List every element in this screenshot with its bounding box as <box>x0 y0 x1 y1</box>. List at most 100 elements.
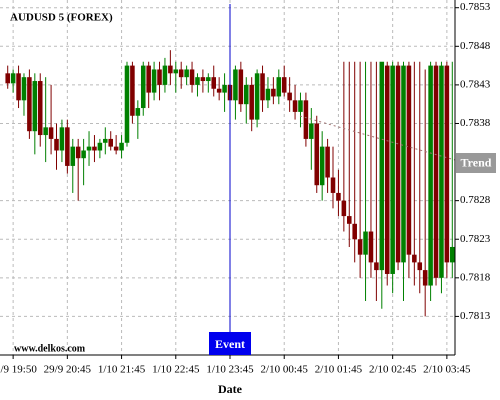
candle-body <box>433 65 439 278</box>
event-label: Event <box>215 337 245 351</box>
candle-body <box>168 65 173 74</box>
candle-body <box>243 84 249 105</box>
candle-body <box>113 146 119 151</box>
candle-body <box>292 100 298 112</box>
candle-body <box>21 77 27 101</box>
candle-body <box>65 127 70 166</box>
candle-body <box>184 69 189 78</box>
candle-body <box>108 138 113 147</box>
candle-body <box>422 270 428 286</box>
candle-body <box>151 69 157 93</box>
y-tick-label: 0.7853 <box>460 1 491 13</box>
candle-body <box>336 192 341 201</box>
candle-body <box>216 88 222 93</box>
candle-body <box>330 177 336 193</box>
x-tick-label: 29/9 20:45 <box>44 364 92 376</box>
candle-body <box>309 123 314 139</box>
trend-label: Trend <box>461 155 492 169</box>
x-tick-label: 1/10 22:45 <box>152 364 200 376</box>
candle-body <box>119 142 124 151</box>
candle-body <box>48 127 54 139</box>
grid <box>0 0 455 355</box>
candle-body <box>206 77 211 82</box>
candle-body <box>341 200 347 217</box>
candle-body <box>395 65 401 263</box>
candle-body <box>352 223 357 240</box>
candle-body <box>238 69 244 105</box>
candle-body <box>233 69 238 101</box>
plot <box>5 50 455 317</box>
candle-body <box>189 69 195 85</box>
candle-body <box>32 81 38 132</box>
candle-body <box>363 231 368 255</box>
candle-body <box>254 73 260 120</box>
y-tick-label: 0.7838 <box>460 117 491 129</box>
candle-body <box>412 254 417 263</box>
candle-body <box>81 150 86 159</box>
candle-body <box>59 127 65 151</box>
x-axis-title: Date <box>218 382 243 396</box>
candle-body <box>92 146 97 151</box>
candle-body <box>325 146 330 178</box>
candle-body <box>162 65 168 85</box>
candle-body <box>428 65 433 286</box>
candle-body <box>103 138 108 143</box>
x-tick-label: 2/10 02:45 <box>369 364 417 376</box>
candle-body <box>27 77 32 132</box>
candle-body <box>222 84 227 93</box>
y-tick-label: 0.7843 <box>460 78 491 90</box>
candle-body <box>5 73 10 84</box>
y-tick-label: 0.7848 <box>460 40 491 52</box>
candle-body <box>374 262 379 271</box>
candle-body <box>444 65 450 263</box>
candle-body <box>439 65 444 278</box>
x-tick-label: 2/10 03:45 <box>423 364 471 376</box>
candle-body <box>276 77 282 97</box>
candle-body <box>384 65 390 274</box>
candle-body <box>178 69 184 78</box>
candle-body <box>135 108 141 116</box>
candle-body <box>37 81 43 136</box>
candle-body <box>16 73 21 101</box>
candle-body <box>211 77 217 89</box>
candle-body <box>271 88 276 97</box>
candle-body <box>130 65 135 116</box>
chart-title: AUDUSD 5 (FOREX) <box>10 12 113 24</box>
candle-body <box>86 146 92 151</box>
x-tick-label: 1/10 23:45 <box>206 364 254 376</box>
candle-body <box>43 127 48 136</box>
candle-body <box>249 84 254 120</box>
trend-line <box>299 115 456 161</box>
candle-body <box>265 88 271 101</box>
candle-body <box>298 100 303 112</box>
candle-body <box>417 262 423 271</box>
candle-body <box>357 239 363 255</box>
trend-box <box>456 153 496 173</box>
candle-body <box>157 69 162 85</box>
candle-body <box>401 65 406 263</box>
candle-body <box>75 146 81 159</box>
candle-body <box>10 73 16 84</box>
candle-body <box>319 146 325 186</box>
candle-body <box>97 142 103 151</box>
candle-body <box>450 246 455 263</box>
candle-body <box>287 92 292 101</box>
y-tick-label: 0.7823 <box>460 233 491 245</box>
y-tick-label: 0.7818 <box>460 271 491 283</box>
candle-body <box>368 231 374 263</box>
x-tick-label: 1/10 21:45 <box>98 364 146 376</box>
candle-body <box>379 61 385 271</box>
y-tick-label: 0.7828 <box>460 194 491 206</box>
candle-body <box>70 146 76 166</box>
candle-body <box>347 216 352 224</box>
watermark: www.delkos.com <box>14 343 86 354</box>
event-box <box>209 332 251 355</box>
candle-body <box>260 73 265 101</box>
candle-body <box>281 77 287 93</box>
candle-body <box>195 77 200 85</box>
candle-body <box>140 65 146 109</box>
candle-body <box>200 77 206 82</box>
candle-body <box>406 65 412 255</box>
x-tick-label: 2/10 00:45 <box>261 364 309 376</box>
